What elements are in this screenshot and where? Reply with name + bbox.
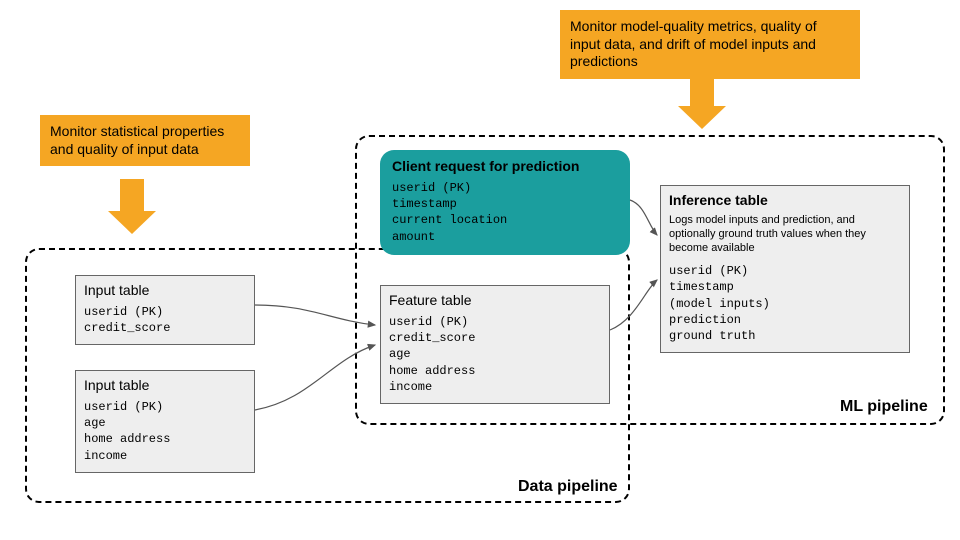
inference-table: Inference table Logs model inputs and pr… <box>660 185 910 353</box>
table-title: Input table <box>84 282 246 298</box>
table-title: Input table <box>84 377 246 393</box>
arrow-down-icon <box>678 74 726 129</box>
client-title: Client request for prediction <box>392 158 618 174</box>
table-title: Feature table <box>389 292 601 308</box>
table-title: Inference table <box>669 192 901 208</box>
client-fields: userid (PK) timestamp current location a… <box>392 180 618 245</box>
ml-pipeline-label: ML pipeline <box>840 398 928 416</box>
input-table-1: Input table userid (PK) credit_score <box>75 275 255 345</box>
callout-text: Monitor statistical properties and quali… <box>50 123 224 157</box>
table-fields: userid (PK) age home address income <box>84 399 246 464</box>
table-fields: userid (PK) credit_score age home addres… <box>389 314 601 395</box>
table-fields: userid (PK) credit_score <box>84 304 246 336</box>
input-table-2: Input table userid (PK) age home address… <box>75 370 255 473</box>
feature-table: Feature table userid (PK) credit_score a… <box>380 285 610 404</box>
callout-monitor-model: Monitor model-quality metrics, quality o… <box>560 10 860 79</box>
arrow-down-icon <box>108 179 156 234</box>
data-pipeline-label: Data pipeline <box>518 478 618 496</box>
callout-monitor-input: Monitor statistical properties and quali… <box>40 115 250 166</box>
client-request-box: Client request for prediction userid (PK… <box>380 150 630 255</box>
table-desc: Logs model inputs and prediction, and op… <box>669 214 901 255</box>
callout-text: Monitor model-quality metrics, quality o… <box>570 18 817 69</box>
table-fields: userid (PK) timestamp (model inputs) pre… <box>669 263 901 344</box>
